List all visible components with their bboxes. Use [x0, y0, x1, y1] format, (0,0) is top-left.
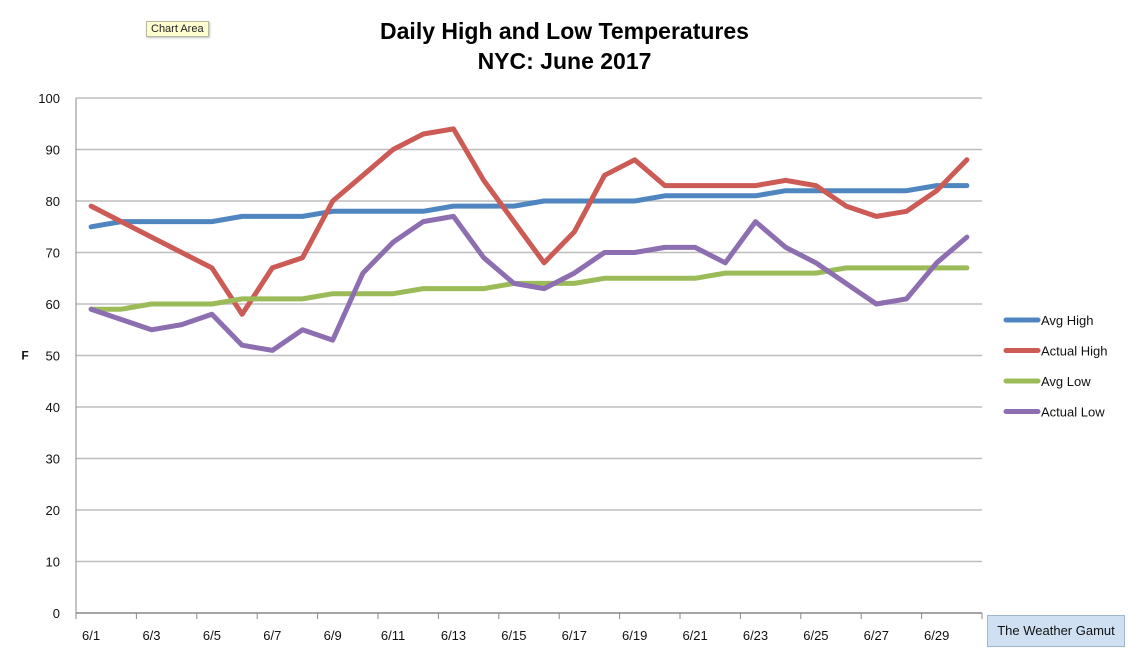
x-tick-label: 6/13 [441, 628, 466, 643]
chart-area-tooltip: Chart Area [146, 21, 209, 37]
chart-subtitle: NYC: June 2017 [477, 48, 652, 74]
x-tick-label: 6/23 [743, 628, 768, 643]
legend-label: Actual Low [1041, 405, 1105, 420]
x-tick-label: 6/5 [203, 628, 221, 643]
series-line-actual-low [88, 213, 970, 353]
series-lines [88, 126, 970, 353]
y-tick-label: 10 [46, 555, 60, 570]
y-tick-label: 100 [38, 91, 60, 106]
y-tick-label: 60 [46, 297, 60, 312]
x-tick-label: 6/7 [263, 628, 281, 643]
x-tick-label: 6/21 [682, 628, 707, 643]
credit-badge[interactable]: The Weather Gamut [987, 615, 1125, 647]
y-tick-label: 90 [46, 143, 60, 158]
x-tick-label: 6/1 [82, 628, 100, 643]
x-tick-label: 6/11 [381, 628, 405, 643]
x-tick-label: 6/25 [803, 628, 828, 643]
y-tick-label: 80 [46, 194, 60, 209]
y-tick-label: 0 [53, 606, 60, 621]
y-tick-label: 50 [46, 349, 60, 364]
y-tick-label: 20 [46, 503, 60, 518]
x-tick-label: 6/17 [562, 628, 587, 643]
chart-title-line1: Daily High and Low Temperatures [380, 18, 749, 44]
legend-label: Avg High [1041, 313, 1094, 328]
axes: 0 10 20 30 40 50 60 70 80 90 100 6/1 6/3 6/5 6/7 6/9 6/1… [21, 91, 983, 643]
x-tick-label: 6/19 [622, 628, 647, 643]
series-line-avg-high [88, 183, 970, 230]
series-line-actual-high [88, 126, 970, 317]
legend: Avg High Actual High Avg Low Actual Low [1003, 313, 1107, 420]
legend-label: Avg Low [1041, 374, 1091, 389]
x-tick-label: 6/29 [924, 628, 949, 643]
y-axis-label: F [21, 349, 28, 363]
y-tick-label: 30 [46, 452, 60, 467]
legend-label: Actual High [1041, 344, 1107, 359]
series-line-avg-low [88, 265, 970, 312]
y-tick-label: 70 [46, 246, 60, 261]
gridlines [76, 97, 982, 614]
x-tick-label: 6/27 [864, 628, 889, 643]
chart-title: Daily High and Low Temperatures NYC: Jun… [0, 16, 1129, 76]
y-tick-label: 40 [46, 400, 60, 415]
x-tick-label: 6/9 [324, 628, 342, 643]
x-tick-label: 6/3 [142, 628, 160, 643]
x-tick-label: 6/15 [501, 628, 526, 643]
